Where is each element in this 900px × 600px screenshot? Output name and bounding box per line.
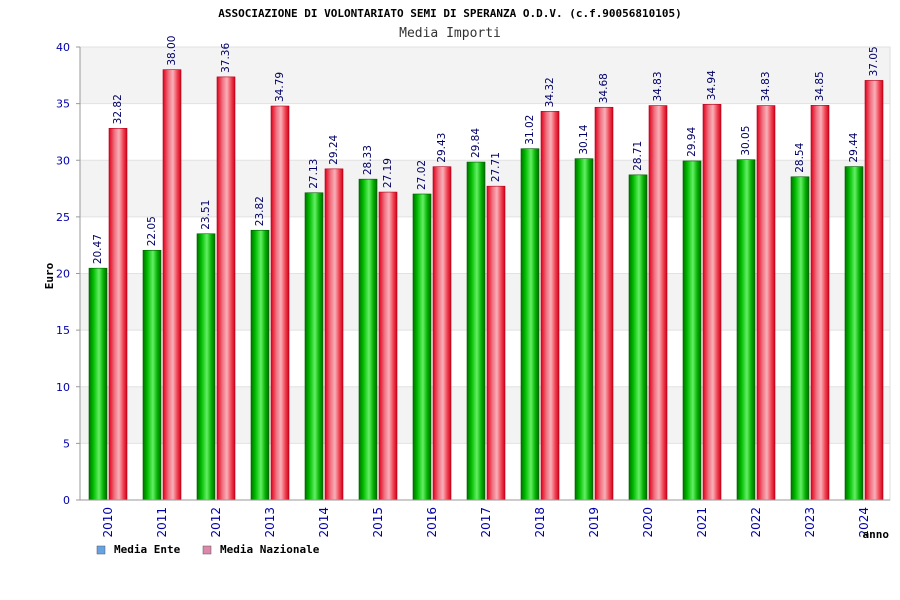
bar-media-nazionale <box>486 185 506 501</box>
bar-media-ente <box>88 267 108 501</box>
x-tick-label: 2013 <box>263 507 277 538</box>
bar-media-nazionale <box>162 69 182 501</box>
bar-data-label: 23.51 <box>200 200 212 230</box>
bar-data-label: 30.05 <box>740 126 752 156</box>
y-tick-label: 20 <box>56 268 70 281</box>
bar-data-label: 34.79 <box>274 72 286 102</box>
y-axis-label: Euro <box>43 262 56 289</box>
bar-data-label: 38.00 <box>166 36 178 66</box>
y-tick-label: 15 <box>56 324 70 337</box>
bar-data-label: 29.84 <box>470 128 482 158</box>
bar-media-ente <box>520 148 540 501</box>
bar-media-ente <box>790 176 810 501</box>
plot-band <box>80 47 890 104</box>
bar-media-ente <box>628 174 648 501</box>
bar-data-label: 34.83 <box>760 71 772 101</box>
bar-media-nazionale <box>324 168 344 501</box>
legend-swatch-media-ente <box>96 545 106 555</box>
y-tick-label: 25 <box>56 211 70 224</box>
bar-data-label: 22.05 <box>146 216 158 246</box>
x-tick-label: 2011 <box>155 507 169 538</box>
bar-media-ente <box>682 160 702 501</box>
bar-data-label: 28.33 <box>362 145 374 175</box>
bar-data-label: 37.36 <box>220 43 232 73</box>
bar-media-nazionale <box>864 80 884 501</box>
y-tick-label: 10 <box>56 381 70 394</box>
plot-band <box>80 103 890 161</box>
bar-data-label: 34.32 <box>544 77 556 107</box>
y-tick-label: 0 <box>63 494 70 507</box>
x-tick-label: 2019 <box>587 507 601 538</box>
bar-media-nazionale <box>540 111 560 501</box>
legend-label-media-nazionale: Media Nazionale <box>220 543 320 556</box>
x-tick-label: 2016 <box>425 507 439 538</box>
legend: Media Ente Media Nazionale <box>96 543 320 556</box>
bar-data-label: 27.19 <box>382 158 394 188</box>
bar-media-ente <box>142 249 162 501</box>
y-axis-ticks: 0 5 10 15 20 25 30 35 40 <box>56 41 80 507</box>
x-tick-label: 2012 <box>209 507 223 538</box>
bar-data-label: 29.44 <box>848 132 860 162</box>
x-tick-label: 2014 <box>317 507 331 538</box>
bar-data-label: 27.13 <box>308 159 320 189</box>
bar-media-nazionale <box>108 128 128 501</box>
y-tick-label: 5 <box>63 437 70 450</box>
y-tick-label: 35 <box>56 98 70 111</box>
bar-media-nazionale <box>756 105 776 501</box>
bar-data-label: 28.71 <box>632 141 644 171</box>
bar-data-label: 30.14 <box>578 124 590 154</box>
bar-data-label: 29.94 <box>686 127 698 157</box>
x-axis-ticks: 2010 2011 2012 2013 2014 2015 2016 2017 2018 2019… <box>101 507 871 538</box>
bar-media-nazionale <box>378 191 398 501</box>
bar-data-label: 34.83 <box>652 71 664 101</box>
bar-data-label: 27.02 <box>416 160 428 190</box>
bar-data-label: 32.82 <box>112 94 124 124</box>
bar-media-ente <box>304 192 324 501</box>
x-tick-label: 2022 <box>749 507 763 538</box>
bar-media-ente <box>196 233 216 501</box>
bar-media-ente <box>412 193 432 501</box>
bar-media-ente <box>358 178 378 501</box>
y-tick-label: 30 <box>56 154 70 167</box>
bar-media-nazionale <box>648 105 668 501</box>
bar-media-nazionale <box>216 76 236 501</box>
legend-swatch-media-nazionale <box>202 545 212 555</box>
bar-data-label: 28.54 <box>794 142 806 172</box>
x-tick-label: 2015 <box>371 507 385 538</box>
bar-data-label: 34.68 <box>598 73 610 103</box>
bar-data-label: 31.02 <box>524 115 536 145</box>
bar-media-nazionale <box>594 106 614 501</box>
bar-media-nazionale <box>702 104 722 501</box>
x-tick-label: 2020 <box>641 507 655 538</box>
x-tick-label: 2021 <box>695 507 709 538</box>
x-axis-label: anno <box>863 528 890 541</box>
bar-media-ente <box>736 159 756 501</box>
bar-data-label: 20.47 <box>92 234 104 264</box>
bar-media-nazionale <box>432 166 452 501</box>
bar-data-label: 34.85 <box>814 71 826 101</box>
bar-data-label: 29.43 <box>436 133 448 163</box>
x-tick-label: 2010 <box>101 507 115 538</box>
bar-data-label: 37.05 <box>868 46 880 76</box>
x-tick-label: 2023 <box>803 507 817 538</box>
bars: 20.47 32.82 22.05 38.00 23.51 37.36 23.82 34.79… <box>88 36 884 501</box>
x-tick-label: 2024 <box>857 507 871 538</box>
bar-media-ente <box>844 166 864 501</box>
chart-subtitle: Media Importi <box>399 26 501 41</box>
bar-media-ente <box>466 161 486 501</box>
legend-label-media-ente: Media Ente <box>114 543 181 556</box>
chart-title: ASSOCIAZIONE DI VOLONTARIATO SEMI DI SPE… <box>218 7 682 20</box>
x-tick-label: 2017 <box>479 507 493 538</box>
y-tick-label: 40 <box>56 41 70 54</box>
bar-data-label: 27.71 <box>490 152 502 182</box>
x-tick-label: 2018 <box>533 507 547 538</box>
bar-media-ente <box>250 229 270 501</box>
bar-media-nazionale <box>270 105 290 501</box>
bar-data-label: 23.82 <box>254 196 266 226</box>
bar-media-ente <box>574 158 594 501</box>
bar-data-label: 34.94 <box>706 70 718 100</box>
bar-media-nazionale <box>810 105 830 501</box>
bar-data-label: 29.24 <box>328 134 340 164</box>
